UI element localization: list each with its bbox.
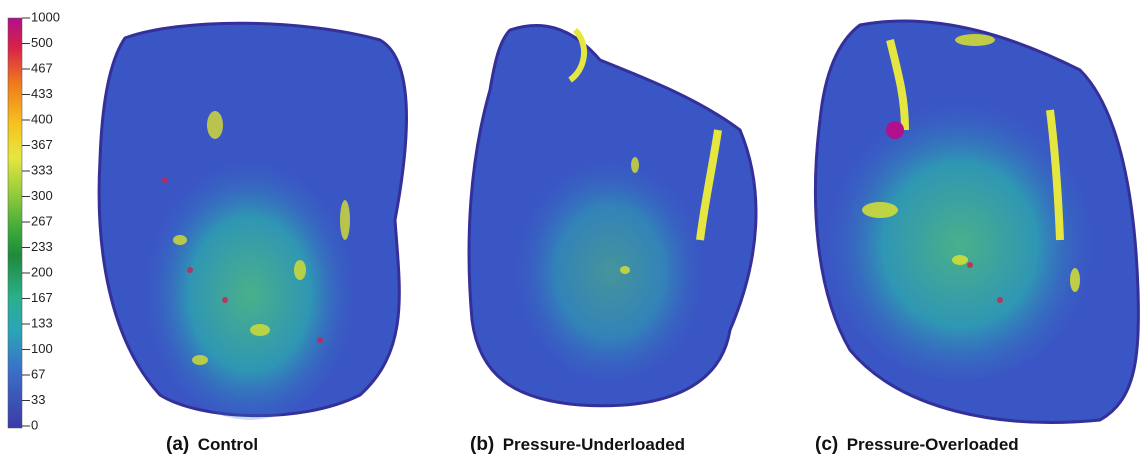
panel-name: Pressure-Underloaded	[503, 435, 685, 454]
panel-letter: (c)	[815, 434, 838, 455]
tick-label: 67	[31, 366, 45, 381]
tick-label: 167	[31, 290, 53, 305]
tick-label: 333	[31, 162, 53, 177]
colorbar-scale	[7, 17, 23, 429]
panel-name: Pressure-Overloaded	[847, 435, 1019, 454]
panel-name: Control	[198, 435, 258, 454]
colorbar-ticks: 1000500467433400367333300267233200167133…	[22, 9, 60, 432]
tick-label: 500	[31, 35, 53, 50]
tick-label: 0	[31, 417, 38, 432]
tick-label: 300	[31, 188, 53, 203]
panel-letter: (b)	[470, 434, 494, 455]
panel-label: (b) Pressure-Underloaded	[470, 434, 685, 455]
panel-labels: (a) Control (b) Pressure-Underloaded (c)…	[166, 434, 1019, 455]
panel-letter: (a)	[166, 434, 189, 455]
heart-a	[97, 21, 408, 420]
panel-label: (a) Control	[166, 434, 258, 455]
tick-label: 433	[31, 86, 53, 101]
tick-label: 233	[31, 239, 53, 254]
tick-label: 133	[31, 315, 53, 330]
tick-label: 200	[31, 264, 53, 279]
colorbar: 1000500467433400367333300267233200167133…	[7, 9, 60, 432]
tick-label: 467	[31, 60, 53, 75]
heart-c	[813, 19, 1140, 424]
tick-label: 1000	[31, 9, 60, 24]
tick-label: 367	[31, 137, 53, 152]
tick-label: 400	[31, 111, 53, 126]
tick-label: 100	[31, 341, 53, 356]
tick-label: 33	[31, 392, 45, 407]
panel-label: (c) Pressure-Overloaded	[815, 434, 1019, 455]
heart-b	[467, 23, 758, 408]
tick-label: 267	[31, 213, 53, 228]
